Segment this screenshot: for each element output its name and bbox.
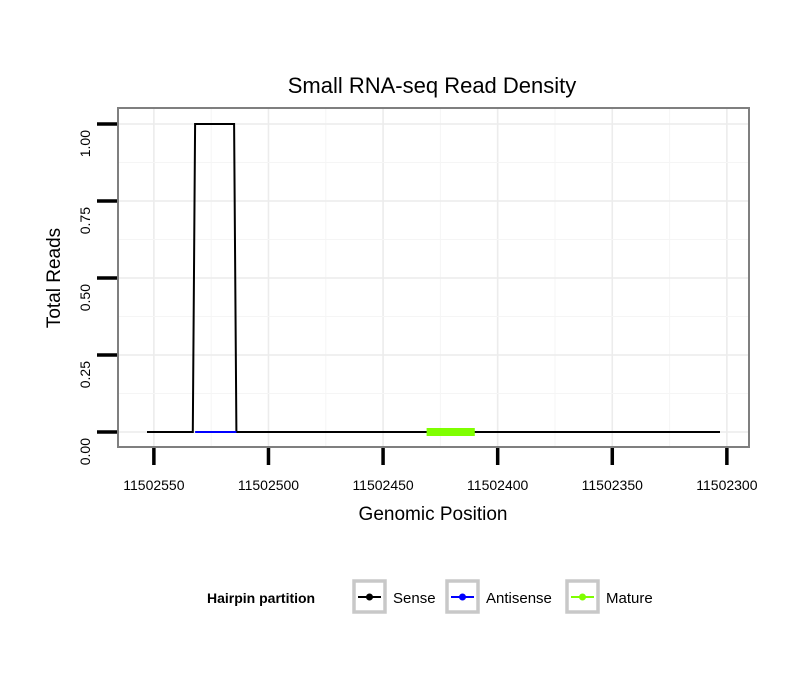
y-axis-title: Total Reads — [44, 228, 65, 328]
y-tick-label: 0.25 — [77, 361, 93, 388]
x-tick-label: 11502400 — [467, 477, 528, 493]
legend-label-mature: Mature — [606, 590, 653, 607]
x-axis: 11502550 11502500 11502450 11502400 11502350… — [123, 448, 758, 493]
x-axis-title: Genomic Position — [359, 504, 508, 525]
y-tick-label: 0.50 — [77, 284, 93, 311]
legend-key-marker-antisense — [459, 593, 466, 601]
legend-key-marker-sense — [366, 593, 373, 601]
x-tick-label: 11502550 — [123, 477, 184, 493]
x-tick-label: 11502500 — [238, 477, 299, 493]
grid-lines — [119, 109, 748, 446]
y-tick-label: 1.00 — [77, 130, 93, 157]
legend: Hairpin partition Sense Antisense Mature — [207, 579, 653, 614]
legend-label-sense: Sense — [393, 590, 436, 607]
x-tick-label: 11502300 — [696, 477, 757, 493]
chart-title: Small RNA-seq Read Density — [288, 73, 577, 98]
y-axis: 0.00 0.25 0.50 0.75 1.00 — [77, 122, 117, 465]
legend-key-marker-mature — [579, 593, 586, 601]
y-tick-label: 0.00 — [77, 438, 93, 465]
series-sense-line — [147, 123, 720, 433]
y-tick-label: 0.75 — [77, 207, 93, 234]
x-tick-label: 11502350 — [582, 477, 643, 493]
x-tick-label: 11502450 — [352, 477, 413, 493]
legend-title: Hairpin partition — [207, 590, 315, 606]
series-layer — [147, 123, 720, 436]
legend-label-antisense: Antisense — [486, 590, 552, 607]
